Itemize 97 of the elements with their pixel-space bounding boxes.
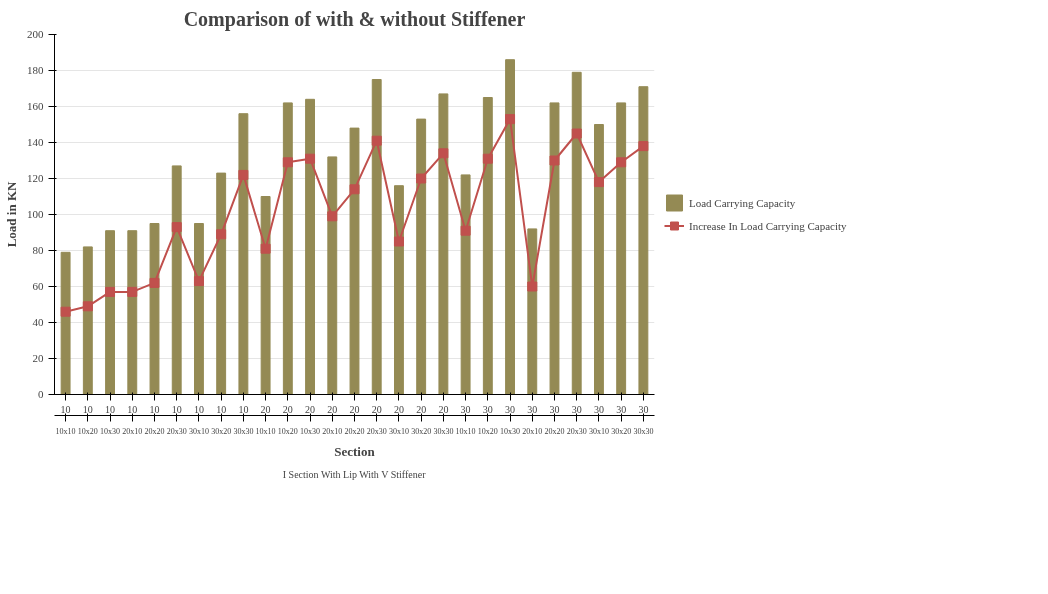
point [260, 243, 271, 254]
point [327, 211, 338, 222]
y-axis-title: Load in KN [4, 181, 19, 248]
category-label: 10 20x30 [166, 403, 187, 436]
y-tick-label: 40 [32, 316, 44, 328]
y-tick-label: 0 [38, 388, 44, 400]
category-label: 30 20x10 [522, 403, 543, 436]
category-label: 30 30x30 [633, 403, 654, 436]
point [460, 225, 471, 236]
bar [105, 230, 115, 395]
bar [571, 71, 582, 395]
point [438, 148, 449, 159]
point [571, 128, 582, 139]
bar [216, 172, 227, 395]
legend-label: Load Carrying Capacity [689, 196, 796, 209]
bar [305, 98, 315, 395]
point [482, 153, 493, 164]
bar [194, 223, 204, 395]
bar [594, 124, 604, 395]
point [616, 157, 627, 168]
bar [616, 102, 627, 395]
category-label: 20 20x30 [366, 403, 387, 436]
y-tick-label: 120 [27, 172, 44, 184]
bar [460, 174, 471, 395]
point [105, 286, 116, 297]
y-tick-label: 200 [27, 28, 44, 40]
point [282, 157, 293, 168]
category-label: 10 30x30 [233, 403, 254, 436]
point [416, 173, 427, 184]
bar [394, 185, 404, 395]
y-tick-label: 80 [32, 244, 44, 256]
point [593, 177, 604, 188]
category-label: 20 30x10 [388, 403, 409, 436]
bar [371, 79, 382, 395]
bar [260, 196, 271, 395]
point [305, 153, 316, 164]
point [216, 229, 227, 240]
category-label: 10 30x10 [188, 403, 209, 436]
y-tick-label: 20 [32, 352, 44, 364]
bar [549, 102, 560, 395]
category-label: 30 20x30 [566, 403, 587, 436]
bar [127, 230, 138, 395]
point [371, 135, 382, 146]
point [193, 276, 204, 287]
category-label: 10 10x20 [77, 403, 98, 436]
category-label: 20 30x30 [433, 403, 454, 436]
bar [349, 127, 360, 395]
point [127, 286, 138, 297]
legend-label: Increase In Load Carrying Capacity [689, 219, 847, 232]
point [238, 169, 249, 180]
y-tick-label: 140 [27, 136, 44, 148]
bar [327, 156, 338, 395]
bar [416, 118, 427, 395]
category-label: 20 30x20 [411, 403, 432, 436]
point [171, 222, 182, 233]
point [638, 141, 649, 152]
category-label: 10 10x10 [55, 403, 76, 436]
bar [505, 59, 515, 395]
category-label: 20 20x20 [344, 403, 365, 436]
category-label: 20 10x20 [277, 403, 298, 436]
category-label: 30 10x20 [477, 403, 498, 436]
category-label: 10 20x10 [122, 403, 143, 436]
bar [171, 165, 182, 395]
category-label: 10 30x20 [211, 403, 232, 436]
category-label: 20 10x30 [300, 403, 321, 436]
bar [149, 223, 160, 395]
bar [82, 246, 93, 395]
chart-title: Comparison of with & without Stiffener [183, 7, 526, 31]
category-label: 20 10x10 [255, 403, 276, 436]
point [393, 236, 404, 247]
point [60, 306, 71, 317]
category-label: 30 30x10 [588, 403, 609, 436]
point [149, 277, 160, 288]
point [527, 281, 538, 292]
category-label: 20 20x10 [322, 403, 343, 436]
bar [438, 93, 449, 395]
bar [638, 86, 649, 395]
bar [60, 251, 71, 395]
category-label: 10 10x30 [100, 403, 121, 436]
point [549, 155, 560, 166]
bar [482, 97, 493, 395]
category-label: 10 20x20 [144, 403, 165, 436]
x-axis-title: Section [334, 443, 376, 459]
bar [238, 113, 249, 395]
category-label: 30 30x20 [611, 403, 632, 436]
category-label: 30 20x20 [544, 403, 565, 436]
y-tick-label: 160 [27, 100, 44, 112]
point [82, 301, 93, 312]
y-tick-label: 100 [27, 208, 44, 220]
category-label: 30 10x10 [455, 403, 476, 436]
y-tick-label: 180 [27, 64, 44, 76]
bar [282, 102, 293, 395]
point [349, 184, 360, 195]
y-tick-label: 60 [32, 280, 44, 292]
text: I Section With Lip With V Stiffener [282, 468, 427, 480]
point [505, 114, 516, 125]
category-label: 30 10x30 [500, 403, 521, 436]
